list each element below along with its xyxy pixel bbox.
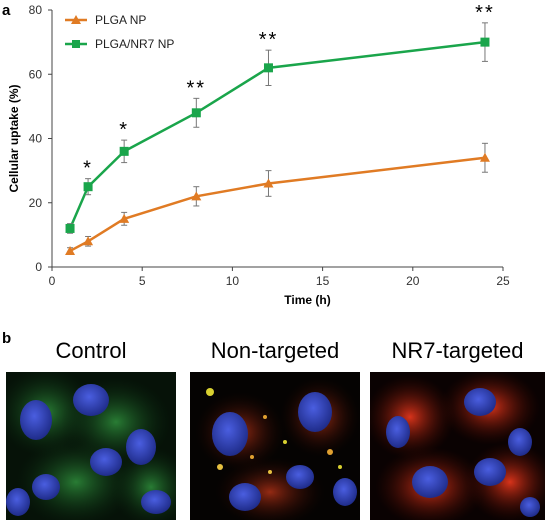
significance-mark: ** [475,2,495,24]
nr7-targeted-caption: NR7-targeted [391,338,524,363]
non-targeted-caption: Non-targeted [210,338,340,363]
panel-a-label: a [2,2,11,19]
data-point-triangle [479,152,490,162]
non-targeted-microscopy-image [190,372,360,520]
nr7-targeted-microscopy-image [370,372,545,520]
data-point-triangle [263,178,274,188]
legend-label: PLGA NP [95,13,146,27]
series-line-2 [68,40,486,229]
significance-mark: * [83,158,93,180]
data-point-square [83,182,93,192]
data-point-square [119,146,129,156]
data-point-triangle [119,213,130,223]
data-point-triangle [191,191,202,201]
legend-marker-square [72,40,80,48]
legend-marker-triangle [71,15,81,24]
data-point-triangle [65,245,76,255]
y-tick-label: 80 [29,3,43,17]
x-tick-label: 15 [316,274,330,288]
x-tick-label: 25 [496,274,510,288]
data-point-square [263,63,273,73]
x-axis-title: Time (h) [284,293,330,307]
y-tick-label: 0 [35,260,42,274]
data-point-square [480,37,490,47]
x-tick-label: 0 [49,274,56,288]
y-axis-title: Cellular uptake (%) [7,84,21,192]
y-tick-label: 60 [29,67,43,81]
control-microscopy-image [6,372,176,520]
panel-b-label: b [2,330,12,347]
data-point-square [191,108,201,118]
x-tick-label: 5 [139,274,146,288]
data-point-square [65,223,75,233]
y-tick-label: 40 [29,132,43,146]
significance-mark: * [119,119,129,141]
control-caption: Control [55,338,127,363]
uptake-line-chart: 0 5 10 15 20 25 0 20 40 60 80 Time (h) Cellular upta… [7,2,510,307]
legend-label: PLGA/NR7 NP [95,37,174,51]
y-tick-label: 20 [29,196,43,210]
x-tick-label: 20 [406,274,420,288]
x-tick-label: 10 [226,274,240,288]
significance-mark: ** [187,77,207,99]
data-point-triangle [83,236,94,246]
series-line-1 [69,156,486,253]
significance-mark: ** [259,29,279,51]
